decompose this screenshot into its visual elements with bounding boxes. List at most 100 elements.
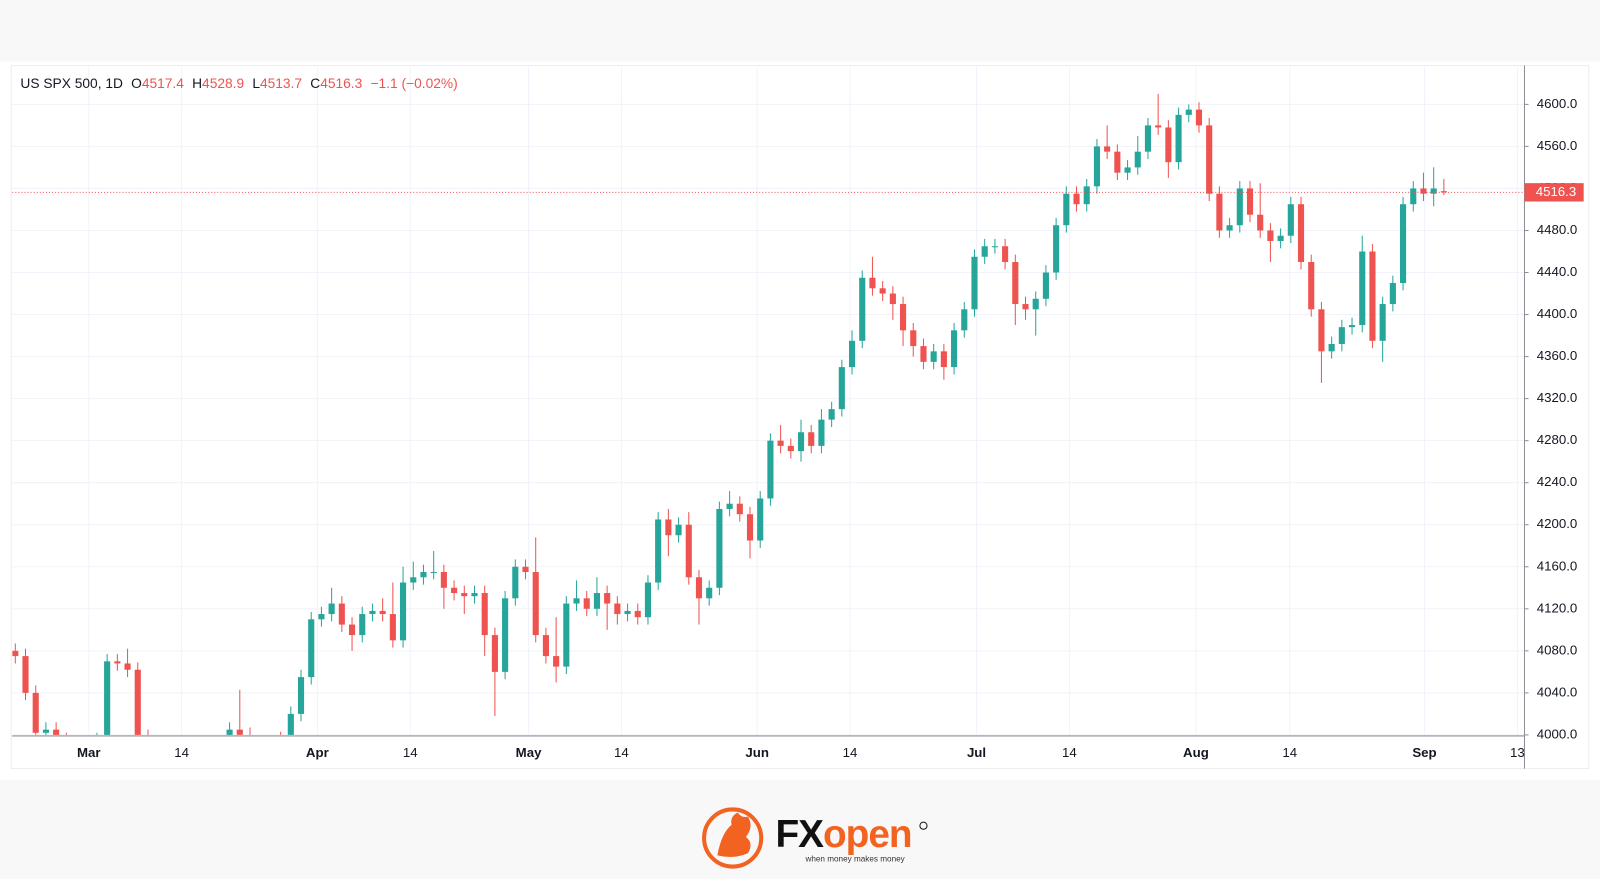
candle-body — [440, 572, 447, 588]
candle-body — [236, 729, 243, 735]
candle-body — [22, 656, 29, 693]
x-tick-label: 14 — [1282, 745, 1297, 760]
candle-body — [808, 432, 815, 446]
candle-body — [124, 663, 131, 670]
y-tick-label: 4280.0 — [1537, 432, 1578, 447]
candle-body — [461, 593, 468, 597]
candle-body — [1083, 186, 1090, 205]
candle-body — [338, 603, 345, 625]
candle-body — [1165, 127, 1172, 163]
candle-body — [1022, 304, 1029, 310]
candle-body — [1236, 188, 1243, 226]
candle-body — [1226, 225, 1233, 231]
candle-body — [1287, 204, 1294, 236]
logo-tagline: when money makes money — [804, 855, 905, 864]
x-tick-label: Apr — [306, 745, 329, 760]
candle-body — [471, 593, 478, 597]
chart-header: US SPX 500, 1D O4517.4 H4528.9 L4513.7 C4516… — [20, 76, 457, 91]
candle-body — [961, 309, 968, 331]
y-tick-label: 4120.0 — [1537, 600, 1578, 615]
candle-body — [512, 566, 519, 599]
registered-mark — [919, 821, 928, 830]
symbol: US SPX 500, 1D — [20, 76, 123, 91]
y-tick-label: 4160.0 — [1537, 558, 1578, 573]
candle-body — [1400, 204, 1407, 284]
x-tick-label: 14 — [403, 745, 418, 760]
candle-body — [634, 610, 641, 618]
candle-body — [226, 729, 233, 735]
candle-body — [604, 593, 611, 604]
y-tick-label: 4480.0 — [1537, 222, 1578, 237]
candle-body — [400, 582, 407, 641]
candle-body — [542, 635, 549, 657]
x-tick-label: 14 — [614, 745, 629, 760]
candle-body — [1277, 235, 1284, 241]
candle-body — [420, 572, 427, 578]
candle-body — [1440, 191, 1447, 193]
candle-body — [848, 340, 856, 368]
candle-body — [736, 503, 743, 515]
candle-body — [644, 582, 652, 618]
candle-body — [481, 593, 488, 636]
candle-body — [1389, 283, 1396, 305]
y-tick-label: 4600.0 — [1537, 96, 1578, 111]
candle-body — [1175, 114, 1182, 163]
candle-body — [348, 624, 356, 636]
candle-body — [1144, 125, 1152, 152]
y-tick-label: 4040.0 — [1537, 684, 1578, 699]
candle-body — [287, 713, 294, 735]
candle-body — [777, 440, 784, 446]
y-tick-label: 4560.0 — [1537, 138, 1578, 153]
chart-border — [10, 65, 1590, 770]
candle-body — [1348, 325, 1356, 328]
logo-lion — [717, 812, 751, 857]
x-tick-label: Sep — [1412, 745, 1436, 760]
candle-body — [1124, 167, 1131, 173]
candle-body — [32, 692, 39, 733]
candle-body — [1216, 193, 1223, 231]
candle-body — [389, 614, 396, 641]
candle-body — [491, 635, 498, 672]
candle-body — [1032, 298, 1039, 310]
candle-body — [308, 619, 315, 678]
chart-panel — [0, 61, 1600, 780]
y-tick-label: 4080.0 — [1537, 642, 1578, 657]
x-tick-label: Mar — [77, 745, 101, 760]
candle-body — [675, 524, 682, 536]
x-tick-label: 14 — [174, 745, 189, 760]
candle-body — [1063, 193, 1070, 226]
candle-body — [655, 519, 662, 583]
candle-body — [797, 432, 805, 452]
candle-body — [532, 572, 539, 636]
y-tick-label: 4240.0 — [1537, 474, 1578, 489]
candle-body — [991, 246, 998, 248]
ohlc-value: 4528.9 — [202, 76, 244, 91]
candle-body — [971, 256, 978, 310]
candle-body — [889, 293, 896, 305]
candle-body — [134, 669, 141, 735]
candle-body — [695, 577, 703, 599]
candle-body — [379, 610, 386, 615]
candle-body — [1195, 109, 1203, 126]
candle-body — [563, 603, 570, 667]
logo-text: FXopen — [776, 813, 912, 856]
candle-body — [1155, 125, 1162, 128]
candle-body — [716, 508, 723, 588]
last-price-label: 4516.3 — [1536, 184, 1577, 199]
candle-body — [593, 593, 600, 609]
y-tick-label: 4360.0 — [1537, 348, 1578, 363]
candle-body — [522, 566, 529, 573]
candle-body — [900, 304, 907, 331]
candle-body — [1002, 246, 1009, 263]
candle-body — [1420, 188, 1427, 194]
candle-body — [114, 661, 121, 664]
candle-body — [410, 577, 417, 583]
candle-body — [1328, 343, 1335, 352]
candle-body — [1042, 272, 1049, 299]
candle-body — [451, 587, 458, 594]
x-tick-label: Jul — [967, 745, 986, 760]
logo-ring — [702, 807, 764, 869]
candle-body — [369, 610, 376, 615]
candle-body — [104, 661, 111, 735]
candle-body — [1206, 125, 1213, 194]
